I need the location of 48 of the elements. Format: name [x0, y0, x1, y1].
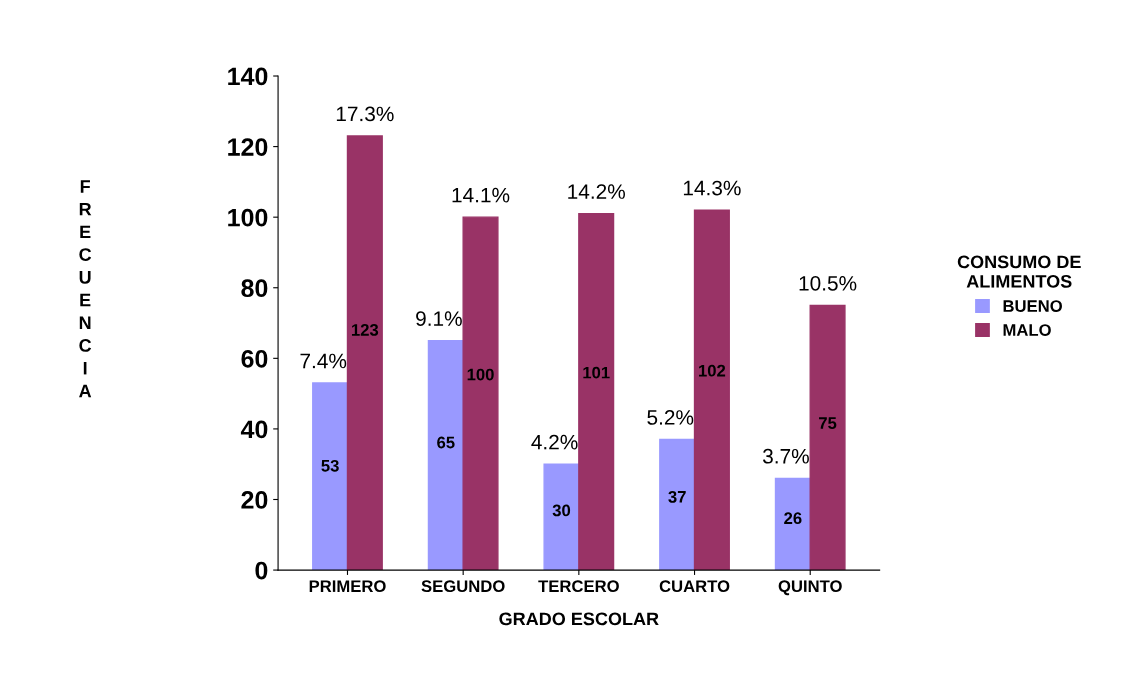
x-tick-label: TERCERO [538, 580, 619, 593]
y-tick-label: 140 [228, 67, 268, 86]
bar [462, 216, 499, 571]
y-tick-label: 100 [228, 208, 268, 227]
data-label: 123 [351, 324, 379, 336]
x-tick-label: QUINTO [778, 580, 842, 596]
legend-label: BUENO [1003, 300, 1062, 312]
data-label: 26 [784, 512, 802, 525]
data-label: 30 [552, 504, 571, 517]
data-label: 53 [321, 459, 339, 472]
data-label: 101 [583, 366, 610, 379]
data-label: 100 [467, 368, 494, 381]
data-label: 37 [668, 490, 686, 503]
bar [427, 339, 464, 571]
bar [774, 477, 811, 571]
x-axis-title: GRADO ESCOLAR [499, 612, 659, 626]
bar [578, 212, 615, 571]
annotation: 5.2% [647, 410, 694, 425]
x-tick-label: SEGUNDO [421, 580, 505, 593]
bar [693, 209, 730, 571]
bar [543, 463, 580, 571]
annotation: 9.1% [416, 311, 462, 326]
annotation: 3.7% [762, 448, 809, 464]
annotation: 14.1% [452, 187, 510, 203]
text: FRECUENCIA [79, 180, 92, 398]
annotation: 4.2% [531, 434, 578, 450]
legend-title: CONSUMO DE ALIMENTOS [957, 255, 1081, 288]
x-tick-label: CUARTO [659, 580, 730, 593]
y-tick-label: 60 [241, 349, 268, 368]
y-tick-label: 0 [255, 561, 268, 580]
y-tick-label: 120 [228, 138, 268, 156]
bar [346, 135, 383, 571]
annotation: 7.4% [300, 353, 347, 369]
data-label: 65 [437, 436, 455, 449]
legend-label: MALO [1003, 324, 1051, 336]
annotation: 14.2% [568, 184, 625, 199]
bar [312, 382, 349, 571]
y-tick-label: 80 [241, 279, 268, 298]
y-tick-label: 20 [241, 491, 268, 509]
annotation: 10.5% [799, 275, 857, 291]
data-label: 75 [819, 417, 837, 429]
bar [659, 438, 696, 571]
bar [809, 304, 846, 571]
annotation: 14.3% [683, 180, 741, 196]
x-tick-label: PRIMERO [309, 580, 386, 593]
y-tick-label: 40 [240, 420, 268, 439]
data-label: 102 [699, 364, 726, 377]
annotation: 17.3% [336, 106, 394, 122]
